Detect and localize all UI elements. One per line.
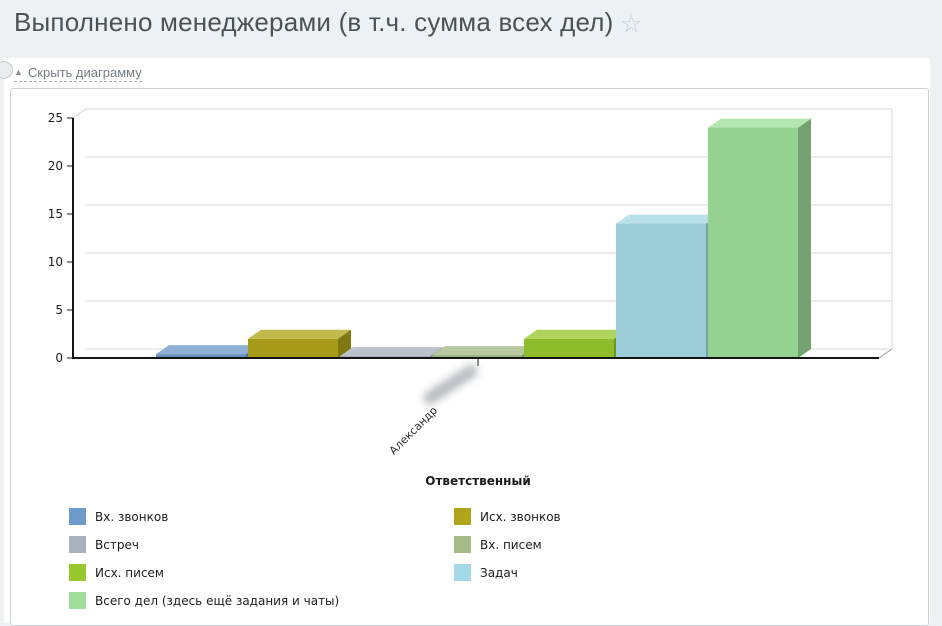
bar-top-face bbox=[248, 329, 351, 339]
header-bar: Выполнено менеджерами (в т.ч. сумма всех… bbox=[0, 0, 942, 58]
legend-label: Задач bbox=[480, 565, 518, 580]
legend-item[interactable]: Задач bbox=[454, 564, 561, 581]
legend-column-left: Вх. звонков Встреч Исх. писем Всего дел (зд… bbox=[69, 508, 339, 620]
bar-top-face bbox=[524, 329, 627, 339]
legend-swatch bbox=[69, 592, 86, 609]
bar-top-face bbox=[616, 214, 719, 224]
legend-item[interactable]: Исх. звонков bbox=[454, 508, 561, 525]
page-title-text: Выполнено менеджерами (в т.ч. сумма всех… bbox=[14, 7, 614, 37]
y-tick-label: 20 bbox=[48, 159, 63, 173]
floor-right-diagonal bbox=[878, 348, 893, 359]
legend-item[interactable]: Вх. звонков bbox=[69, 508, 339, 525]
category-label: Александр bbox=[387, 404, 440, 457]
bar-top-face bbox=[708, 118, 811, 128]
y-tick-label: 15 bbox=[48, 207, 63, 221]
panel-collapse-handle[interactable] bbox=[0, 61, 13, 79]
bar-4[interactable] bbox=[524, 338, 614, 358]
bar-top-face bbox=[340, 347, 443, 357]
legend-label: Исх. писем bbox=[95, 565, 164, 580]
legend-item[interactable]: Вх. писем bbox=[454, 536, 561, 553]
legend-label: Вх. звонков bbox=[95, 509, 169, 524]
bar-top-face bbox=[432, 346, 535, 356]
bar-0[interactable] bbox=[156, 354, 246, 358]
chart-panel: 0 5 10 15 20 25 Александр Ответственный Вх. зво… bbox=[10, 88, 929, 626]
legend-item[interactable]: Встреч bbox=[69, 536, 339, 553]
legend-label: Исх. звонков bbox=[480, 509, 561, 524]
y-tick-label: 10 bbox=[48, 255, 63, 269]
legend-column-right: Исх. звонков Вх. писем Задач bbox=[454, 508, 561, 592]
legend-swatch bbox=[454, 508, 471, 525]
legend-label: Вх. писем bbox=[480, 537, 542, 552]
legend-swatch bbox=[69, 536, 86, 553]
favorite-star-icon[interactable]: ☆ bbox=[620, 11, 643, 38]
redacted-surname-blur bbox=[423, 364, 478, 405]
legend-label: Всего дел (здесь ещё задания и чаты) bbox=[95, 593, 340, 608]
legend-swatch bbox=[69, 508, 86, 525]
hide-chart-link[interactable]: ▲ Скрыть диаграмму bbox=[14, 65, 142, 82]
bar-6[interactable] bbox=[708, 127, 798, 358]
legend-swatch bbox=[454, 564, 471, 581]
legend-item[interactable]: Всего дел (здесь ещё задания и чаты) bbox=[69, 592, 339, 609]
y-tick-label: 5 bbox=[55, 303, 63, 317]
page-title: Выполнено менеджерами (в т.ч. сумма всех… bbox=[14, 7, 642, 39]
bar-3[interactable] bbox=[432, 355, 522, 358]
y-tick-label: 25 bbox=[48, 111, 63, 125]
bar-5[interactable] bbox=[616, 223, 706, 358]
y-tick-label: 0 bbox=[55, 351, 63, 365]
bar-chart-svg: 0 5 10 15 20 25 Александр Ответственный bbox=[48, 108, 893, 488]
backwall-top-diagonal bbox=[72, 108, 87, 119]
legend-swatch bbox=[69, 564, 86, 581]
collapse-arrow-icon: ▲ bbox=[14, 67, 23, 77]
legend-label: Встреч bbox=[95, 537, 139, 552]
legend-item[interactable]: Исх. писем bbox=[69, 564, 339, 581]
legend-swatch bbox=[454, 536, 471, 553]
report-content-area: ▲ Скрыть диаграмму 0 5 10 15 20 25 Александр Отв… bbox=[0, 58, 930, 626]
x-axis-title: Ответственный bbox=[425, 474, 531, 488]
hide-chart-label: Скрыть диаграмму bbox=[27, 65, 142, 80]
bar-side-face bbox=[798, 118, 811, 358]
bar-top-face bbox=[156, 345, 259, 355]
bar-1[interactable] bbox=[248, 338, 338, 358]
